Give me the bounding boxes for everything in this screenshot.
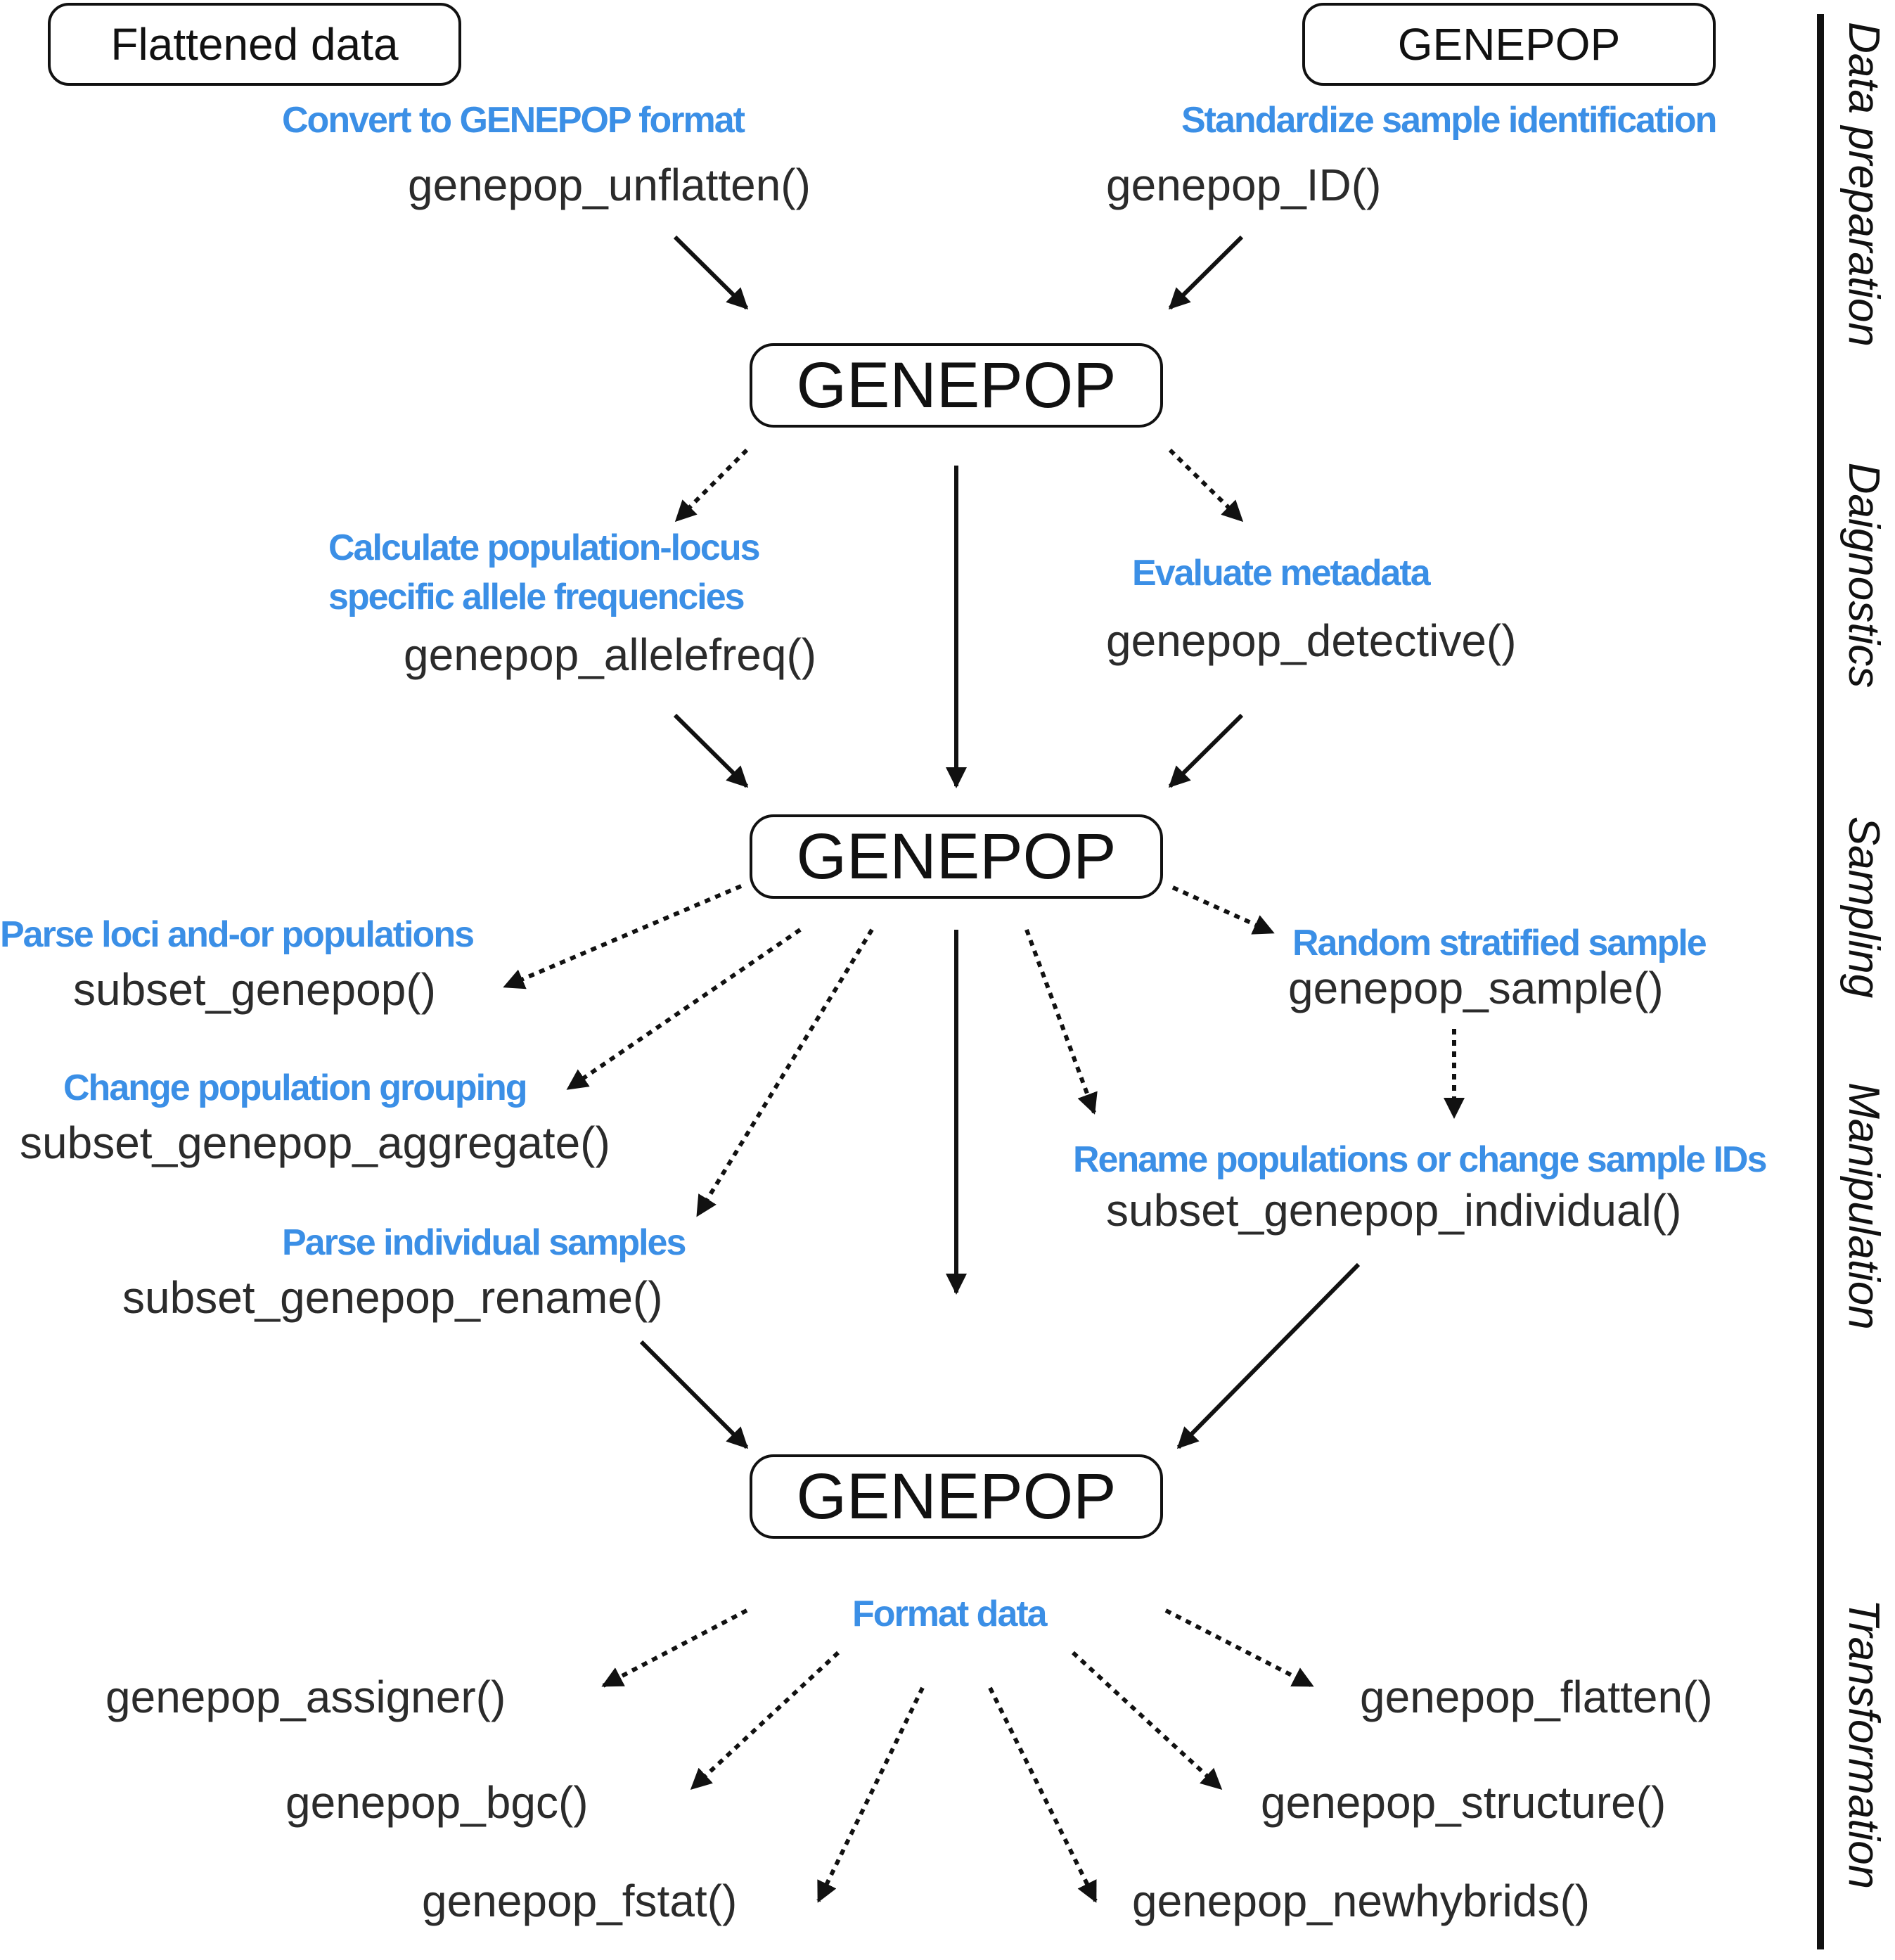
output-structure: genepop_structure() bbox=[1261, 1777, 1666, 1828]
arrow-to-flatten bbox=[1164, 1608, 1314, 1688]
stage-diagnostics: Daignostics bbox=[1839, 462, 1888, 688]
label-parse-individual: Parse individual samples bbox=[282, 1222, 686, 1263]
function-unflatten: genepop_unflatten() bbox=[408, 160, 811, 210]
box-genepop-diagnosed: GENEPOP bbox=[750, 814, 1163, 899]
output-flatten: genepop_flatten() bbox=[1360, 1672, 1713, 1722]
arrow-to-structure bbox=[1071, 1651, 1223, 1791]
arrow-unflatten-to-genepop bbox=[673, 235, 749, 310]
label-allele-freq-1: Calculate population-locus bbox=[328, 527, 760, 568]
output-newhybrids: genepop_newhybrids() bbox=[1132, 1876, 1591, 1926]
arrow-to-newhybrids bbox=[988, 1686, 1098, 1903]
label-allele-freq-2: specific allele frequencies bbox=[328, 577, 745, 617]
label-format-data: Format data bbox=[852, 1594, 1048, 1634]
arrow-individual-to-final bbox=[1176, 1262, 1361, 1449]
box-genepop-prepared: GENEPOP bbox=[750, 343, 1163, 428]
stage-bar bbox=[1817, 14, 1824, 1949]
function-id: genepop_ID() bbox=[1106, 160, 1382, 210]
box-genepop-input: GENEPOP bbox=[1302, 3, 1716, 86]
label-standardize: Standardize sample identification bbox=[1181, 100, 1717, 141]
arrow-rename-to-final bbox=[639, 1340, 749, 1449]
stage-data-preparation: Data preparation bbox=[1839, 22, 1888, 347]
arrow-to-parse-individual bbox=[695, 928, 874, 1217]
arrow-to-bgc bbox=[690, 1651, 840, 1791]
label-random-sample: Random stratified sample bbox=[1292, 923, 1707, 963]
function-allelefreq: genepop_allelefreq() bbox=[404, 629, 817, 680]
arrow-to-fstat bbox=[816, 1686, 925, 1903]
label-parse-loci: Parse loci and-or populations bbox=[0, 914, 475, 955]
function-subset-rename: subset_genepop_rename() bbox=[122, 1272, 663, 1323]
arrow-genepop-to-allelefreq bbox=[674, 448, 749, 523]
arrow-genepop-to-metadata bbox=[1168, 448, 1244, 523]
function-detective: genepop_detective() bbox=[1106, 615, 1517, 666]
output-assigner: genepop_assigner() bbox=[105, 1672, 506, 1722]
function-subset-genepop: subset_genepop() bbox=[73, 964, 436, 1015]
output-bgc: genepop_bgc() bbox=[285, 1777, 589, 1828]
stage-manipulation: Manipulation bbox=[1839, 1082, 1888, 1330]
arrow-to-random-sample bbox=[1171, 885, 1275, 935]
arrow-id-to-genepop bbox=[1168, 235, 1244, 310]
arrow-detective-to-genepop bbox=[1168, 713, 1244, 788]
arrow-to-aggregate bbox=[566, 928, 802, 1091]
box-flattened-data: Flattened data bbox=[48, 3, 461, 86]
label-rename: Rename populations or change sample IDs bbox=[1073, 1139, 1767, 1180]
function-subset-individual: subset_genepop_individual() bbox=[1106, 1185, 1682, 1236]
arrow-to-rename bbox=[1024, 928, 1098, 1115]
label-convert: Convert to GENEPOP format bbox=[282, 100, 745, 141]
label-grouping: Change population grouping bbox=[63, 1068, 528, 1108]
function-aggregate: subset_genepop_aggregate() bbox=[20, 1117, 610, 1168]
box-genepop-final: GENEPOP bbox=[750, 1454, 1163, 1539]
output-fstat: genepop_fstat() bbox=[422, 1876, 738, 1926]
stage-sampling: Sampling bbox=[1839, 816, 1888, 999]
function-sample: genepop_sample() bbox=[1288, 963, 1664, 1013]
arrow-to-subset-genepop bbox=[503, 884, 743, 989]
label-metadata: Evaluate metadata bbox=[1132, 553, 1431, 594]
stage-transformation: Transformation bbox=[1839, 1599, 1888, 1890]
arrow-allelefreq-to-genepop bbox=[673, 713, 749, 788]
arrow-to-assigner bbox=[601, 1608, 748, 1688]
